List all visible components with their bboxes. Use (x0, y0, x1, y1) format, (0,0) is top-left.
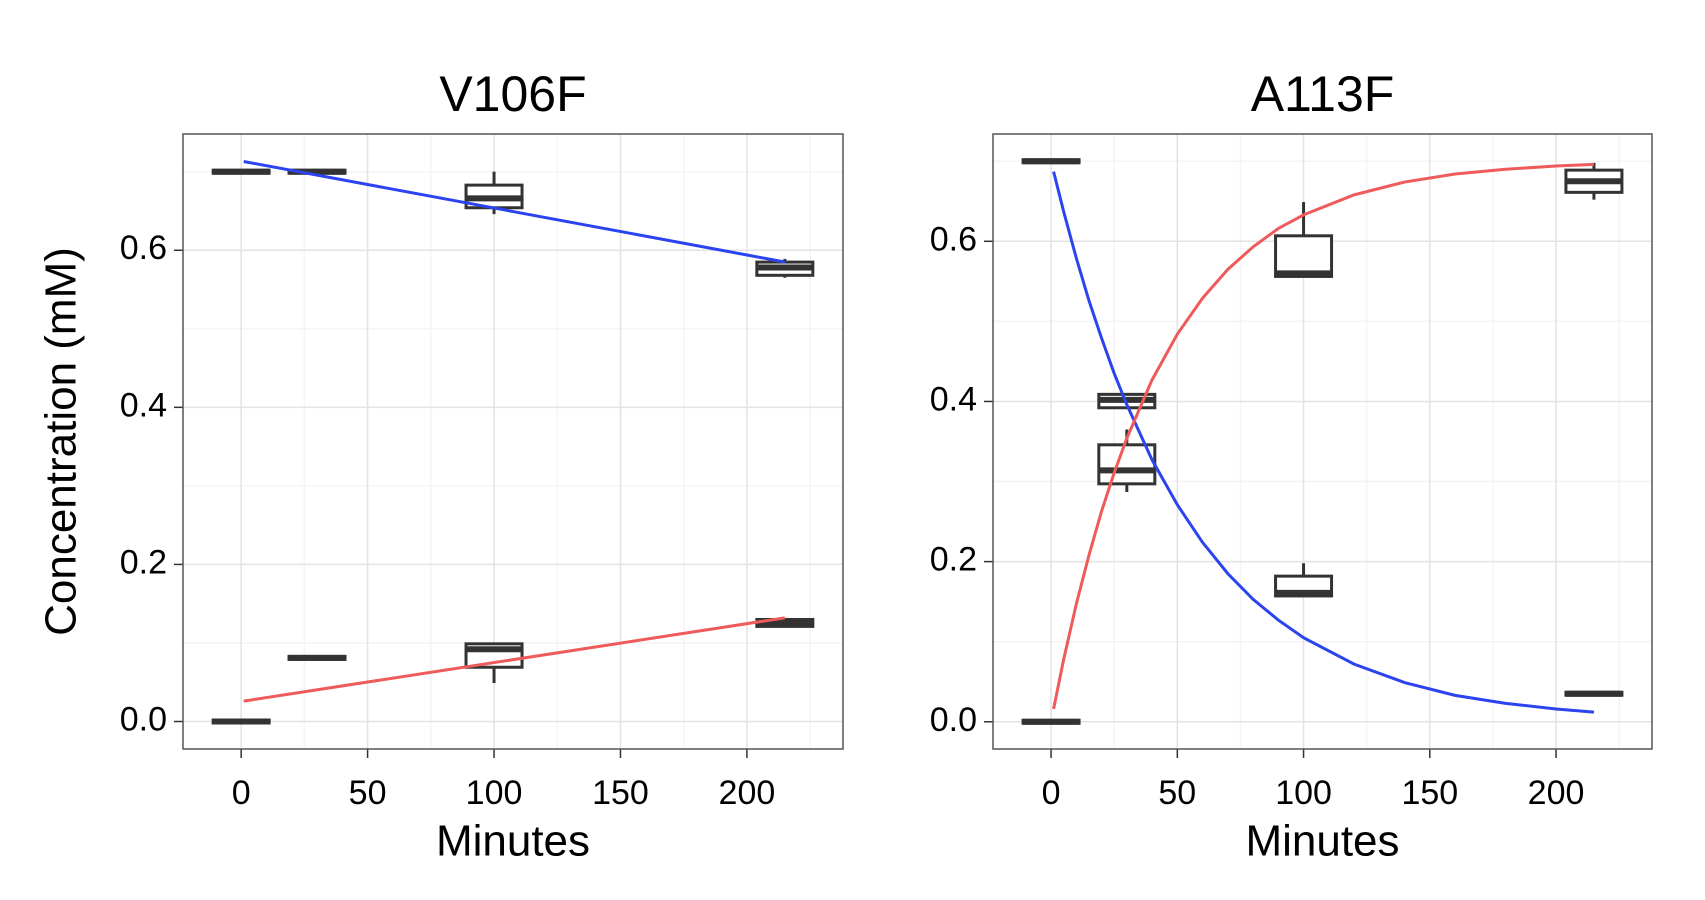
panel-border (182, 133, 844, 750)
x-tick-label: 150 (592, 774, 649, 812)
y-tick-label: 0.0 (120, 700, 167, 738)
y-tick-label: 0.2 (120, 543, 167, 581)
x-tick-label: 0 (1042, 774, 1061, 812)
x-tick-label: 50 (349, 774, 387, 812)
x-tick-label: 100 (1275, 774, 1332, 812)
x-tick-label: 150 (1401, 774, 1458, 812)
fit-line (243, 160, 786, 264)
y-axis-label: Concentration (mM) (37, 247, 86, 636)
x-axis-label: Minutes (436, 817, 590, 866)
y-tick-label: 0.4 (120, 386, 167, 424)
y-tick-label: 0.4 (930, 380, 977, 418)
x-tick-label: 0 (232, 774, 251, 812)
x-tick-label: 200 (719, 774, 776, 812)
chart-title: A113F (1251, 66, 1395, 122)
chart-title: V106F (439, 66, 586, 122)
x-axis-label: Minutes (1245, 817, 1399, 866)
panel: 0 50 100 150 200 0.0 0.2 0.4 0.6 V106F Minutes Conc… (37, 66, 844, 866)
y-tick-label: 0.6 (120, 229, 167, 267)
panel-background (993, 134, 1652, 749)
y-tick-label: 0.6 (930, 220, 977, 258)
y-tick-label: 0.2 (930, 541, 977, 579)
x-tick-label: 50 (1158, 774, 1196, 812)
fit-line (1052, 171, 1595, 714)
box-body (1274, 234, 1334, 278)
x-tick-label: 100 (466, 774, 523, 812)
fit-line (1052, 162, 1594, 710)
x-tick-label: 200 (1528, 774, 1585, 812)
fit-line (243, 616, 786, 703)
panel: 0 50 100 150 200 0.0 0.2 0.4 0.6 A113F Minutes (930, 66, 1653, 866)
y-tick-label: 0.0 (930, 701, 977, 739)
panel-border (992, 133, 1653, 750)
